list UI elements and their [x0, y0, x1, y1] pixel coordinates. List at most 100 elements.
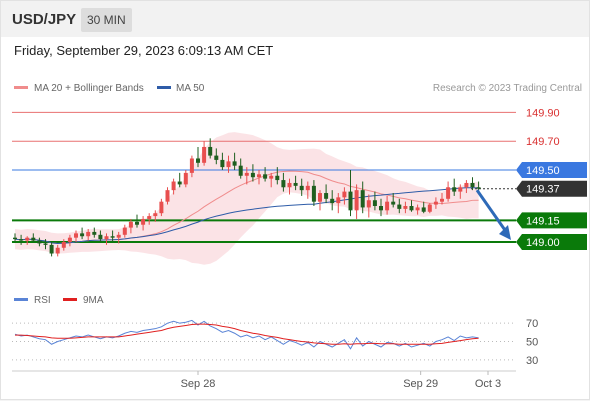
rsi-tick-label: 30 — [526, 355, 538, 367]
candle-body — [141, 218, 146, 225]
level-tag-149.00 — [516, 234, 587, 250]
level-label-149.15: 149.15 — [526, 215, 560, 227]
candle — [330, 190, 335, 211]
candle — [336, 193, 341, 214]
interval-badge[interactable]: 30 MIN — [81, 8, 132, 32]
candle-body — [116, 234, 121, 238]
candle-body — [409, 206, 414, 211]
candle-body — [165, 190, 170, 202]
candle — [299, 178, 304, 196]
candle — [37, 237, 42, 247]
price-level-labels: 149.90 149.70 149.50 149.15 149.00 149.37 — [516, 107, 587, 250]
candle — [458, 184, 463, 199]
candle-body — [220, 159, 225, 168]
candle-body — [257, 174, 261, 178]
candle — [110, 230, 115, 242]
candle-body — [37, 240, 42, 244]
candle — [135, 214, 139, 228]
ma50-legend-swatch — [157, 86, 171, 89]
candle — [305, 181, 310, 199]
candle-body — [379, 206, 383, 211]
rsi-line — [14, 319, 479, 350]
candle — [452, 178, 457, 196]
candle-body — [208, 146, 213, 156]
rsi-tick-label: 50 — [526, 337, 538, 349]
forecast-arrow-head — [499, 225, 511, 240]
candle-body — [189, 158, 194, 173]
candle — [287, 178, 292, 195]
candle-body — [183, 172, 188, 185]
candle — [214, 148, 219, 165]
candle-body — [202, 146, 207, 163]
candle — [43, 239, 48, 250]
candle-body — [128, 221, 133, 228]
candle — [92, 227, 97, 238]
rsi-legend-swatch — [14, 298, 28, 301]
candle-body — [177, 181, 182, 185]
candle-body — [287, 182, 292, 188]
candle — [202, 141, 207, 166]
candle-body — [43, 243, 48, 245]
candle-body — [55, 247, 60, 254]
candle — [366, 194, 371, 218]
candle — [311, 180, 316, 206]
candle — [446, 181, 451, 202]
ma20-legend-swatch — [14, 86, 28, 89]
candle — [61, 239, 66, 251]
price-levels — [12, 111, 516, 243]
last-price-label: 149.37 — [526, 184, 560, 196]
candle-body — [470, 182, 475, 188]
candle-body — [299, 185, 304, 191]
candle — [324, 184, 329, 204]
candle-body — [415, 207, 420, 211]
candle-body — [269, 175, 274, 179]
last-price-tag — [516, 180, 587, 197]
candle — [409, 200, 414, 212]
candle-body — [324, 193, 329, 199]
candle-body — [318, 193, 322, 202]
candle — [318, 190, 322, 211]
candle-body — [110, 236, 115, 238]
level-tag-149.15 — [516, 212, 587, 229]
candle — [220, 152, 225, 170]
candle — [281, 172, 286, 192]
candle-body — [391, 201, 396, 205]
candle-body — [336, 197, 341, 204]
candle-body — [305, 185, 310, 191]
candle-body — [360, 190, 365, 208]
candle-body — [372, 200, 377, 206]
candle — [196, 146, 200, 168]
candle-body — [238, 165, 243, 176]
level-label-149.70: 149.70 — [526, 136, 560, 148]
candle-body — [244, 172, 249, 176]
candle-body — [98, 234, 103, 240]
candle-body — [281, 180, 286, 188]
candle — [354, 184, 359, 219]
candle — [116, 231, 121, 244]
candle — [397, 198, 402, 214]
level-label-149.50: 149.50 — [526, 165, 560, 177]
candle-body — [135, 221, 139, 225]
candle-body — [49, 244, 54, 254]
candle-body — [25, 237, 30, 241]
candle-body — [61, 242, 66, 248]
candle — [257, 170, 261, 185]
candle-body — [403, 206, 408, 209]
candle — [403, 201, 408, 214]
candle — [415, 204, 420, 215]
candle-body — [385, 201, 390, 211]
candle-body — [452, 187, 457, 192]
rsi-ma-legend-swatch — [63, 298, 77, 301]
candle — [13, 233, 17, 242]
candle-body — [464, 182, 469, 188]
candle — [153, 210, 158, 222]
candle-body — [214, 155, 219, 160]
candle-body — [31, 237, 36, 241]
candle-body — [147, 216, 152, 219]
candle — [379, 198, 383, 217]
candle — [128, 218, 133, 234]
candle-body — [397, 204, 402, 209]
candle — [177, 172, 182, 188]
candle — [421, 201, 426, 214]
level-label-149.90: 149.90 — [526, 107, 560, 119]
